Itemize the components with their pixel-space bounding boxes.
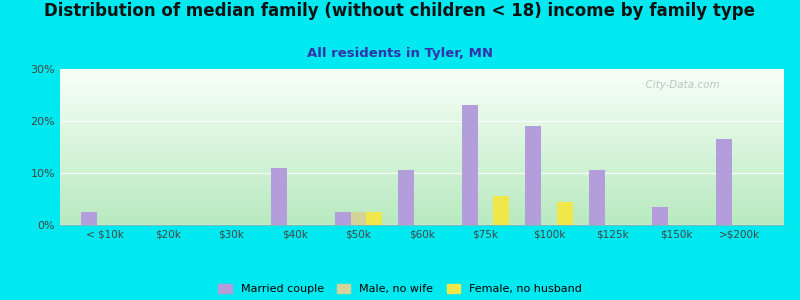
Bar — [366, 212, 382, 225]
Bar — [398, 170, 414, 225]
Bar — [652, 207, 668, 225]
Legend: Married couple, Male, no wife, Female, no husband: Married couple, Male, no wife, Female, n… — [218, 284, 582, 294]
Bar — [494, 196, 510, 225]
Bar — [462, 105, 478, 225]
Text: Distribution of median family (without children < 18) income by family type: Distribution of median family (without c… — [45, 2, 755, 20]
Text: All residents in Tyler, MN: All residents in Tyler, MN — [307, 46, 493, 59]
Bar — [716, 139, 732, 225]
Bar — [271, 168, 287, 225]
Bar — [526, 126, 541, 225]
Bar — [589, 170, 605, 225]
Bar — [81, 212, 97, 225]
Bar — [557, 202, 573, 225]
Bar — [334, 212, 350, 225]
Text: City-Data.com: City-Data.com — [639, 80, 720, 90]
Bar — [350, 212, 366, 225]
